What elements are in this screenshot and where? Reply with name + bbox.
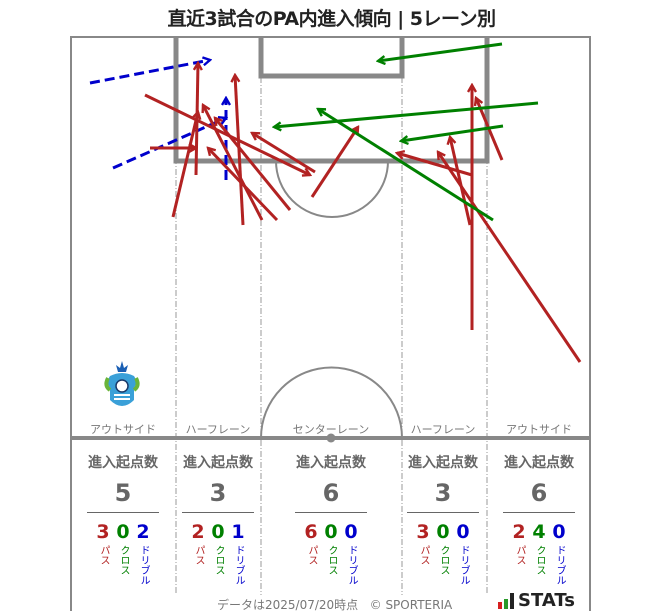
dribble-label: ドリブル (233, 545, 244, 585)
chart-title: 直近3試合のPA内進入傾向 | 5レーン別 (167, 8, 496, 30)
pass-label: パス (514, 545, 525, 565)
brand-name: STATs (518, 590, 575, 611)
pass-arrow (252, 131, 316, 174)
entry-total: 3 (209, 479, 227, 507)
dribble-label: ドリブル (138, 545, 149, 585)
pass-label: パス (306, 545, 317, 565)
stats-header: 進入起点数 (88, 455, 158, 471)
stats-outside-left: 進入起点数 5 3 パス 0 クロス 2 ドリブル (85, 452, 161, 585)
stats-header: 進入起点数 (408, 455, 478, 471)
footer-note: データは2025/07/20時点 © SPORTERIA (217, 596, 452, 613)
stats-header: 進入起点数 (296, 455, 366, 471)
lane-label-outside-left: アウトサイド (90, 423, 156, 436)
entry-arrows (89, 42, 582, 363)
cross-count: 0 (116, 521, 130, 543)
pass-arrow (310, 127, 358, 198)
dribble-count: 0 (552, 521, 566, 543)
pass-label: パス (193, 545, 204, 565)
cross-arrow (378, 42, 503, 61)
cross-label: クロス (326, 545, 337, 575)
cross-arrow (318, 109, 494, 222)
cross-label: クロス (438, 545, 449, 575)
entry-total: 6 (322, 479, 340, 507)
stats-center: 進入起点数 6 6 パス 0 クロス 0 ドリブル (293, 452, 369, 585)
dribble-count: 0 (456, 521, 470, 543)
stats-halflane-right: 進入起点数 3 3 パス 0 クロス 0 ドリブル (405, 452, 481, 585)
dribble-arrow (112, 118, 226, 170)
lane-label-center: センターレーン (292, 423, 370, 436)
entry-total: 5 (114, 479, 132, 507)
penalty-arc (275, 160, 389, 218)
entry-total: 3 (434, 479, 452, 507)
pass-count: 2 (512, 521, 526, 543)
stats-header: 進入起点数 (183, 455, 253, 471)
dribble-label: ドリブル (458, 545, 469, 585)
stats-brand-logo: STATs (498, 590, 575, 611)
lane-label-halflane-right: ハーフレーン (410, 423, 476, 436)
stats-header: 進入起点数 (504, 455, 574, 471)
entry-total: 6 (530, 479, 548, 507)
copyright: © SPORTERIA (369, 598, 453, 612)
dribble-label: ドリブル (554, 545, 565, 585)
cross-arrow (274, 101, 539, 127)
penalty-area (173, 37, 490, 164)
lane-label-outside-right: アウトサイド (506, 423, 572, 436)
pass-label: パス (98, 545, 109, 565)
pass-count: 3 (416, 521, 430, 543)
pass-arrow (450, 137, 472, 226)
pass-arrow (397, 153, 473, 177)
pass-count: 6 (304, 521, 318, 543)
cross-count: 0 (324, 521, 338, 543)
pitch-outline (70, 36, 591, 611)
pass-arrow (171, 112, 198, 218)
stats-outside-right: 進入起点数 6 2 パス 4 クロス 0 ドリブル (501, 452, 577, 585)
cross-count: 0 (211, 521, 225, 543)
data-date-note: データは2025/07/20時点 (217, 598, 359, 612)
cross-count: 0 (436, 521, 450, 543)
dribble-arrow (89, 60, 210, 85)
cross-label: クロス (534, 545, 545, 575)
center-circle (260, 366, 403, 439)
cross-arrow (401, 124, 504, 141)
dribble-count: 0 (344, 521, 358, 543)
dribble-count: 1 (231, 521, 245, 543)
cross-count: 4 (532, 521, 546, 543)
pass-arrow (235, 75, 245, 226)
center-spot (326, 433, 336, 443)
pass-arrow (196, 63, 198, 176)
pass-arrow (208, 148, 279, 222)
pass-count: 3 (96, 521, 110, 543)
pass-arrow (215, 118, 292, 211)
club-crest-icon (104, 361, 140, 406)
dribble-count: 2 (136, 521, 150, 543)
bar-chart-icon (498, 592, 514, 609)
stats-halflane-left: 進入起点数 3 2 パス 0 クロス 1 ドリブル (180, 452, 256, 585)
pass-label: パス (418, 545, 429, 565)
dribble-label: ドリブル (346, 545, 357, 585)
pass-arrow (203, 105, 264, 221)
cross-label: クロス (118, 545, 129, 575)
goal-area (258, 37, 405, 79)
pass-count: 2 (191, 521, 205, 543)
cross-label: クロス (213, 545, 224, 575)
lane-label-halflane-left: ハーフレーン (185, 423, 251, 436)
